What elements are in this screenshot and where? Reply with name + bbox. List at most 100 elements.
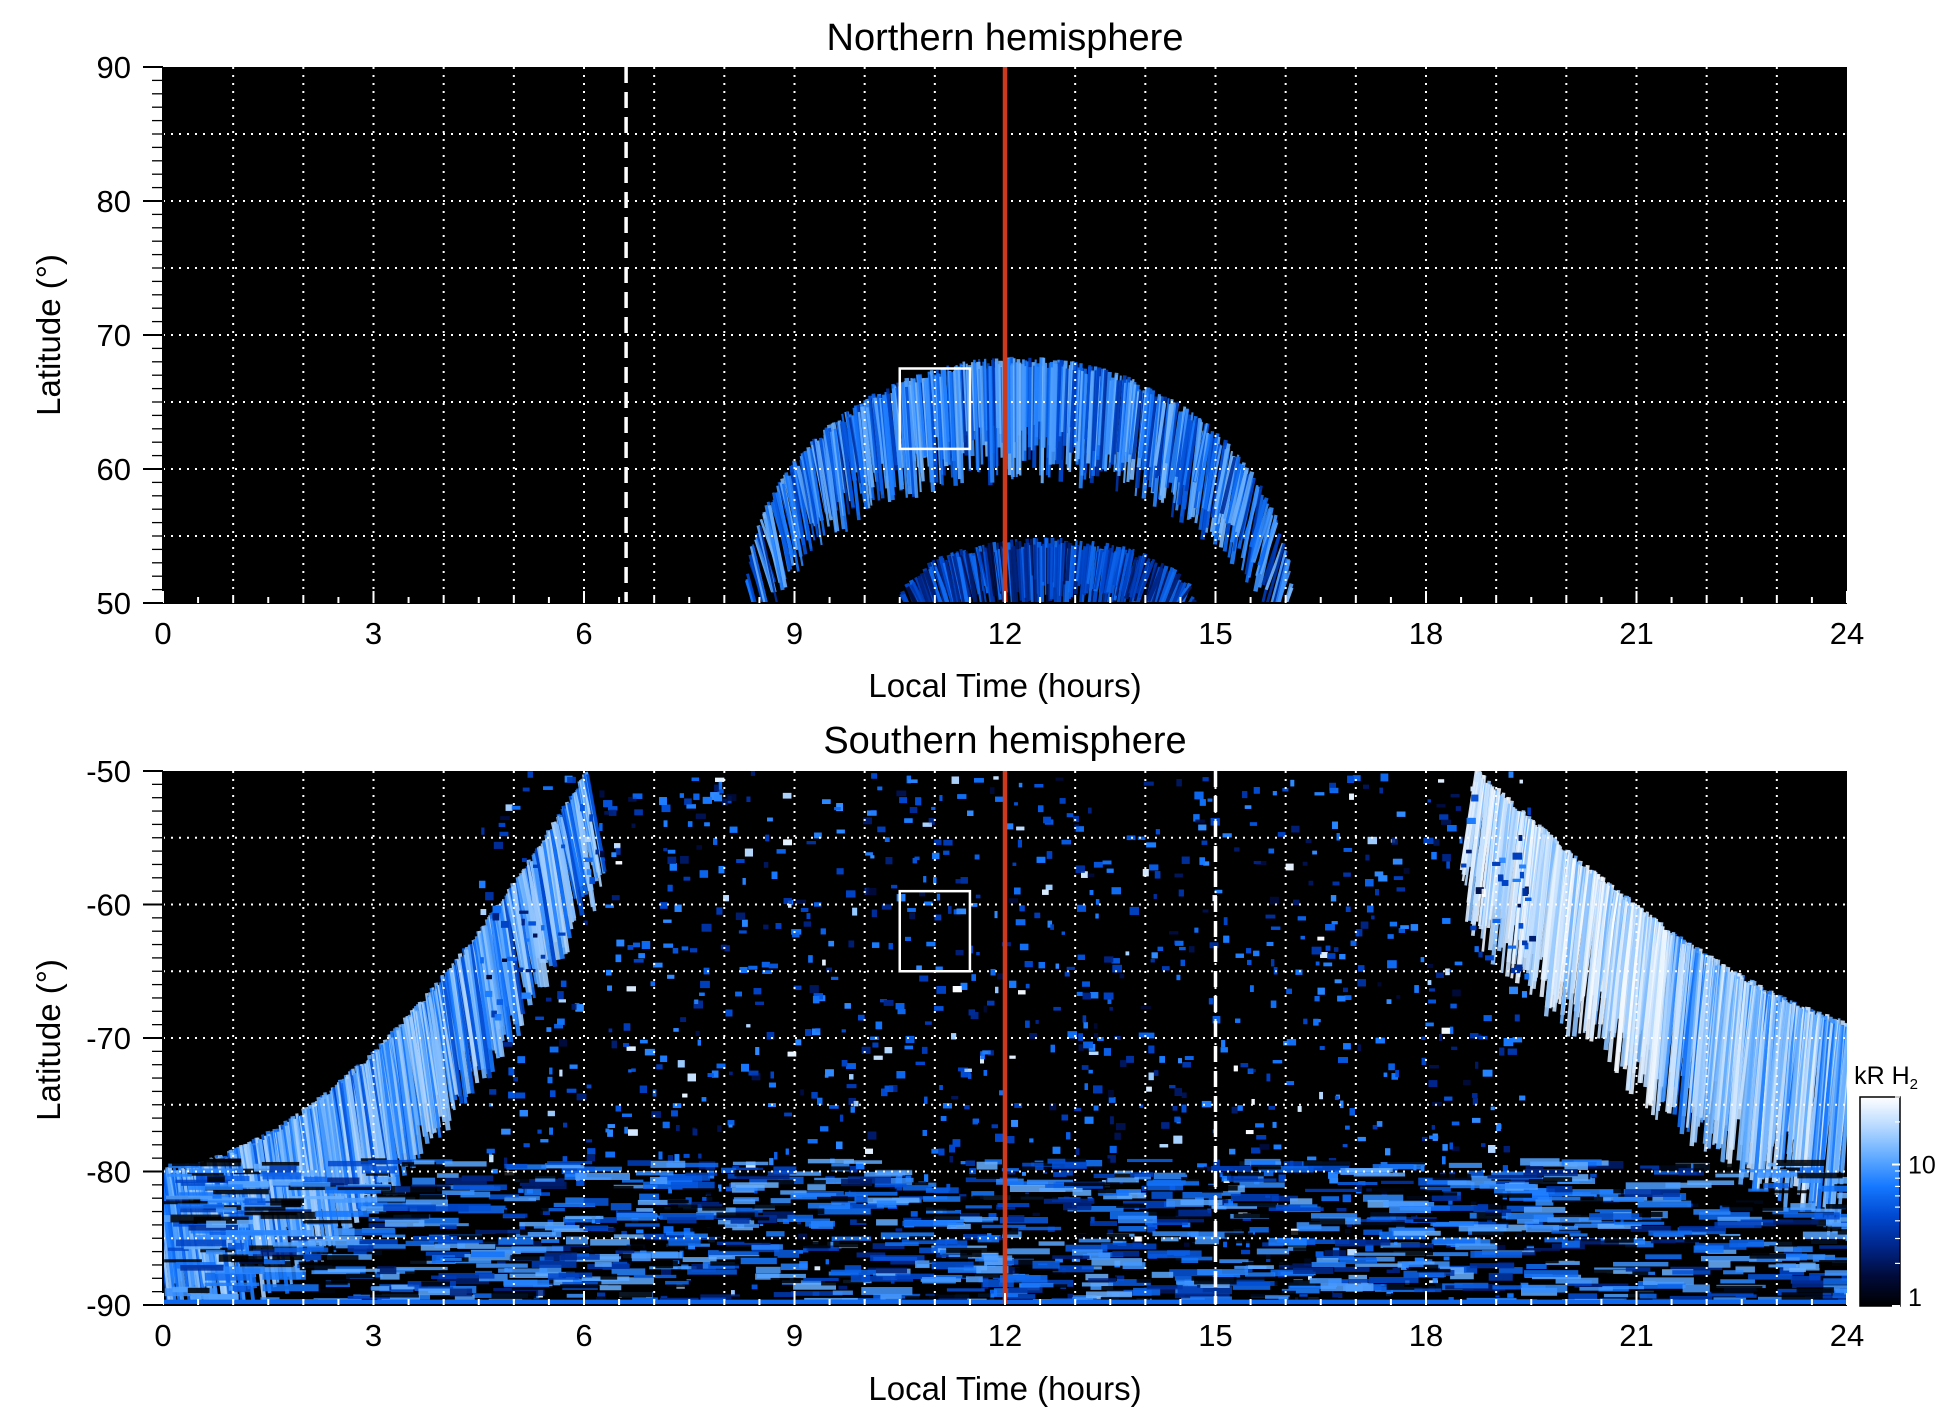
emission-pixel xyxy=(1355,931,1359,937)
emission-streak xyxy=(1148,400,1161,488)
emission-band xyxy=(1470,1200,1522,1206)
emission-pixel xyxy=(1448,1198,1453,1205)
emission-streak xyxy=(1171,582,1186,603)
emission-pixel xyxy=(748,965,758,970)
emission-pixel xyxy=(939,1085,943,1091)
emission-pixel xyxy=(948,906,952,914)
emission-pixel xyxy=(1311,946,1322,955)
emission-streak xyxy=(799,460,816,541)
emission-pixel xyxy=(956,908,967,915)
emission-pixel xyxy=(549,1067,553,1075)
emission-pixel xyxy=(889,1085,898,1092)
emission-pixel xyxy=(763,924,769,930)
emission-pixel xyxy=(1474,774,1480,783)
emission-pixel xyxy=(1193,814,1200,822)
emission-pixel xyxy=(1352,775,1361,782)
emission-pixel xyxy=(983,1005,987,1013)
emission-pixel xyxy=(1052,1146,1061,1154)
emission-pixel xyxy=(1461,863,1467,868)
emission-pixel xyxy=(1482,1069,1493,1077)
emission-pixel xyxy=(1300,935,1305,940)
emission-pixel xyxy=(1481,888,1486,897)
emission-pixel xyxy=(949,1156,953,1163)
emission-pixel xyxy=(1181,856,1190,864)
emission-pixel xyxy=(1438,779,1445,783)
emission-pixel xyxy=(798,1233,808,1239)
emission-pixel xyxy=(1088,1051,1099,1055)
emission-pixel xyxy=(1078,1033,1084,1041)
emission-streak xyxy=(911,581,926,603)
emission-pixel xyxy=(1049,1103,1057,1111)
x-tick-label: 21 xyxy=(1619,616,1653,651)
emission-pixel xyxy=(924,1096,928,1104)
emission-pixel xyxy=(1034,912,1041,919)
emission-pixel xyxy=(964,1068,972,1072)
emission-pixel xyxy=(936,893,941,901)
emission-streak xyxy=(976,548,987,603)
emission-pixel xyxy=(680,1017,687,1022)
emission-streak xyxy=(482,926,505,1058)
emission-pixel xyxy=(1025,1020,1030,1028)
emission-streak xyxy=(1052,544,1056,583)
emission-streak xyxy=(1147,562,1165,602)
emission-streak xyxy=(1091,545,1100,590)
emission-pixel xyxy=(1244,805,1252,809)
emission-pixel xyxy=(1219,1199,1229,1206)
emission-pixel xyxy=(714,784,720,792)
emission-streak xyxy=(860,406,873,506)
emission-streak xyxy=(469,943,493,1079)
emission-pixel xyxy=(926,941,936,947)
emission-pixel xyxy=(783,839,792,846)
emission-pixel xyxy=(1142,869,1149,877)
emission-pixel xyxy=(934,1006,944,1011)
emission-pixel xyxy=(681,946,689,951)
emission-pixel xyxy=(965,1160,975,1166)
emission-pixel xyxy=(1431,1125,1435,1130)
emission-pixel xyxy=(1053,1006,1061,1011)
emission-pixel xyxy=(1400,925,1409,929)
emission-pixel xyxy=(1055,777,1064,781)
emission-streak xyxy=(1098,369,1109,472)
emission-pixel xyxy=(1090,992,1099,999)
emission-pixel xyxy=(1107,1155,1116,1164)
emission-streak xyxy=(956,556,970,603)
emission-pixel xyxy=(939,795,943,801)
emission-pixel xyxy=(1378,875,1388,882)
emission-pixel xyxy=(968,1009,975,1016)
emission-pixel xyxy=(1357,1136,1366,1142)
emission-pixel xyxy=(1126,1055,1134,1063)
emission-band xyxy=(1591,1217,1616,1225)
emission-pixel xyxy=(811,1092,818,1099)
emission-pixel xyxy=(576,1224,585,1232)
emission-streak xyxy=(871,393,885,499)
emission-pixel xyxy=(1061,1114,1069,1121)
emission-pixel xyxy=(831,976,839,980)
emission-pixel xyxy=(615,847,621,855)
emission-pixel xyxy=(932,852,940,860)
emission-pixel xyxy=(990,968,996,976)
emission-pixel xyxy=(1074,1107,1082,1112)
emission-pixel xyxy=(723,895,729,902)
emission-pixel xyxy=(949,1144,956,1153)
emission-pixel xyxy=(1253,860,1261,865)
emission-streak xyxy=(764,504,785,591)
emission-streak xyxy=(1145,396,1158,471)
emission-pixel xyxy=(634,809,643,816)
emission-streak xyxy=(772,492,793,571)
emission-band xyxy=(1108,1279,1151,1286)
emission-pixel xyxy=(748,1070,759,1076)
emission-pixel xyxy=(489,1089,497,1095)
emission-pixel xyxy=(1095,913,1099,919)
emission-streak xyxy=(526,864,550,988)
emission-pixel xyxy=(589,814,594,822)
emission-streak xyxy=(925,571,941,603)
emission-streak xyxy=(1081,543,1090,595)
emission-pixel xyxy=(663,943,674,948)
emission-streak xyxy=(905,586,918,603)
emission-pixel xyxy=(1147,1032,1155,1039)
emission-pixel xyxy=(1067,1293,1074,1302)
emission-streak xyxy=(934,566,950,603)
emission-streak xyxy=(1582,876,1601,1033)
emission-pixel xyxy=(742,877,746,885)
emission-pixel xyxy=(1014,887,1021,895)
